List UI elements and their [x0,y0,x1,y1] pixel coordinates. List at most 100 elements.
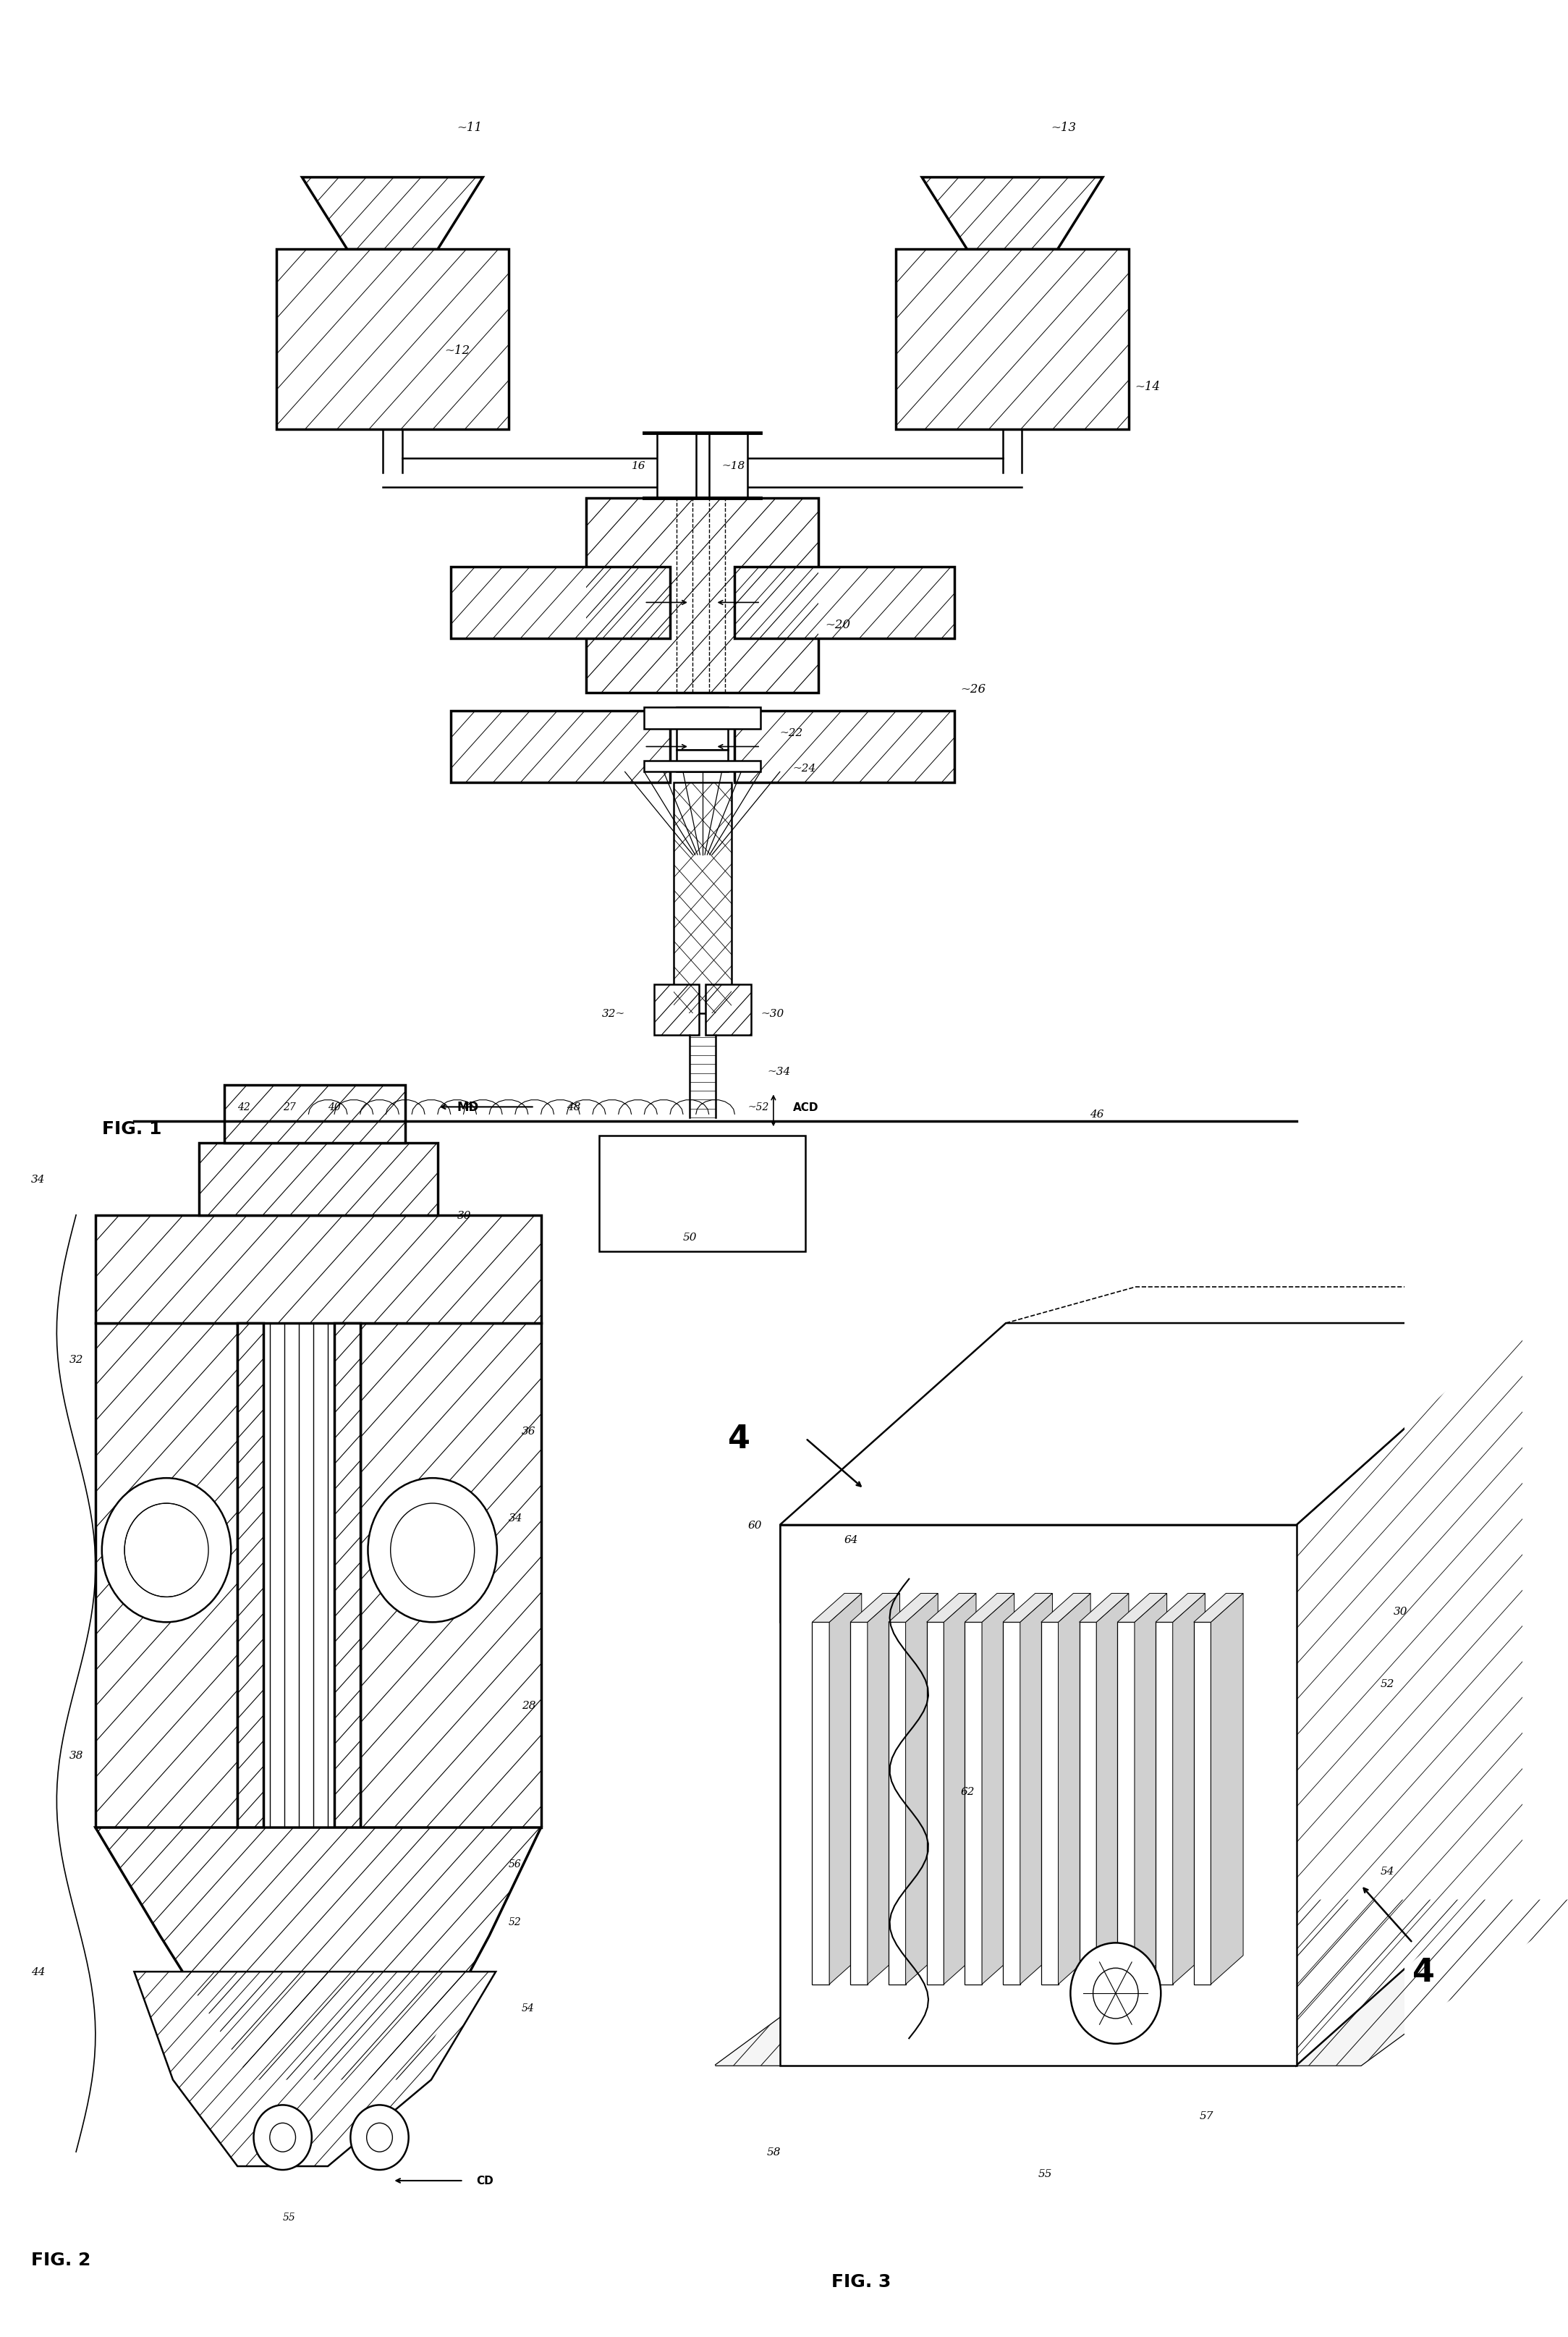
Bar [1041,1622,1058,1984]
Polygon shape [1135,1594,1167,1984]
Polygon shape [1096,1594,1129,1984]
Text: 57: 57 [1200,2110,1214,2122]
Polygon shape [450,568,670,638]
Bar [644,708,760,729]
Polygon shape [715,1900,1568,2066]
Polygon shape [450,710,670,783]
Text: 34: 34 [31,1173,45,1185]
Polygon shape [224,1087,406,1143]
Bar [690,1038,715,1047]
Text: ~30: ~30 [760,1010,784,1019]
Text: 55: 55 [282,2211,295,2222]
Text: 54: 54 [522,2003,535,2012]
Polygon shape [199,1143,437,1215]
Polygon shape [812,1594,862,1622]
Text: 32: 32 [69,1355,83,1365]
Text: ~18: ~18 [721,460,745,472]
Text: 58: 58 [767,2148,781,2157]
Polygon shape [1156,1594,1206,1622]
Polygon shape [1004,1594,1052,1622]
Text: 27: 27 [282,1103,295,1112]
Text: ~14: ~14 [1135,381,1160,393]
Bar [657,435,696,498]
Polygon shape [303,178,483,250]
Polygon shape [96,1215,541,1323]
Polygon shape [1079,1594,1129,1622]
Text: 56: 56 [508,1858,522,1870]
Polygon shape [237,1323,263,1828]
Text: 62: 62 [961,1785,975,1797]
Polygon shape [895,250,1129,430]
Text: 4: 4 [728,1423,751,1454]
Bar [812,1622,829,1984]
Text: 54: 54 [1380,1865,1394,1877]
Text: ~22: ~22 [779,727,803,738]
Polygon shape [1297,1323,1523,2066]
Text: ~34: ~34 [767,1066,790,1077]
Text: ~11: ~11 [456,122,483,133]
Polygon shape [1210,1594,1243,1984]
Text: MD: MD [456,1101,478,1115]
Bar [690,1056,715,1063]
Text: 30: 30 [456,1211,470,1220]
Bar [690,1073,715,1082]
Polygon shape [1193,1594,1243,1622]
Polygon shape [944,1594,977,1984]
Circle shape [270,2122,296,2152]
Polygon shape [964,1594,1014,1622]
Text: 46: 46 [1090,1110,1104,1119]
Text: ~26: ~26 [961,682,986,696]
Circle shape [351,2106,409,2169]
Bar [1118,1622,1135,1984]
Text: CD: CD [477,2176,494,2185]
Text: ~24: ~24 [793,764,815,774]
Polygon shape [96,1323,237,1828]
Polygon shape [135,1972,495,2166]
Polygon shape [276,250,508,430]
Polygon shape [982,1594,1014,1984]
Bar [676,750,728,771]
Circle shape [124,1503,209,1596]
Bar [964,1622,982,1984]
Text: 38: 38 [69,1750,83,1760]
Text: ACD: ACD [793,1101,818,1112]
Polygon shape [829,1594,862,1984]
Text: 52: 52 [1380,1678,1394,1690]
Polygon shape [889,1594,938,1622]
Text: 34: 34 [508,1512,522,1524]
Bar [850,1622,867,1984]
Polygon shape [922,178,1102,250]
Polygon shape [1173,1594,1206,1984]
Polygon shape [715,1900,1568,2066]
Bar [1193,1622,1210,1984]
Text: 50: 50 [684,1232,698,1241]
Polygon shape [334,1323,361,1828]
Text: ~13: ~13 [1051,122,1077,133]
Text: 64: 64 [845,1535,859,1545]
Bar [690,1091,715,1101]
Text: FIG. 3: FIG. 3 [831,2274,891,2290]
Polygon shape [850,1594,900,1622]
Text: ~52: ~52 [748,1103,768,1112]
Circle shape [390,1503,475,1596]
Circle shape [102,1479,230,1622]
Polygon shape [673,783,731,1014]
Circle shape [1071,1942,1160,2045]
Text: 48: 48 [566,1103,580,1112]
Text: 32~: 32~ [602,1010,626,1019]
Text: 44: 44 [31,1968,45,1977]
Polygon shape [706,984,751,1035]
Bar [690,1110,715,1117]
Text: FIG. 1: FIG. 1 [102,1119,162,1138]
Polygon shape [1021,1594,1052,1984]
Polygon shape [1297,1323,1523,2066]
Circle shape [254,2106,312,2169]
Circle shape [367,2122,392,2152]
Polygon shape [586,498,818,694]
Bar [644,762,760,771]
Polygon shape [779,1526,1007,1715]
Bar [889,1622,906,1984]
Text: 55: 55 [1038,2169,1052,2178]
Polygon shape [927,1594,977,1622]
Bar [1079,1622,1096,1984]
